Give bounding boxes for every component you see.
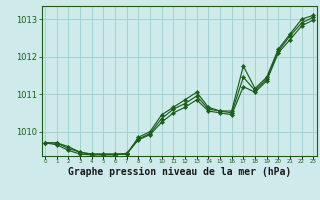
X-axis label: Graphe pression niveau de la mer (hPa): Graphe pression niveau de la mer (hPa) bbox=[68, 167, 291, 177]
